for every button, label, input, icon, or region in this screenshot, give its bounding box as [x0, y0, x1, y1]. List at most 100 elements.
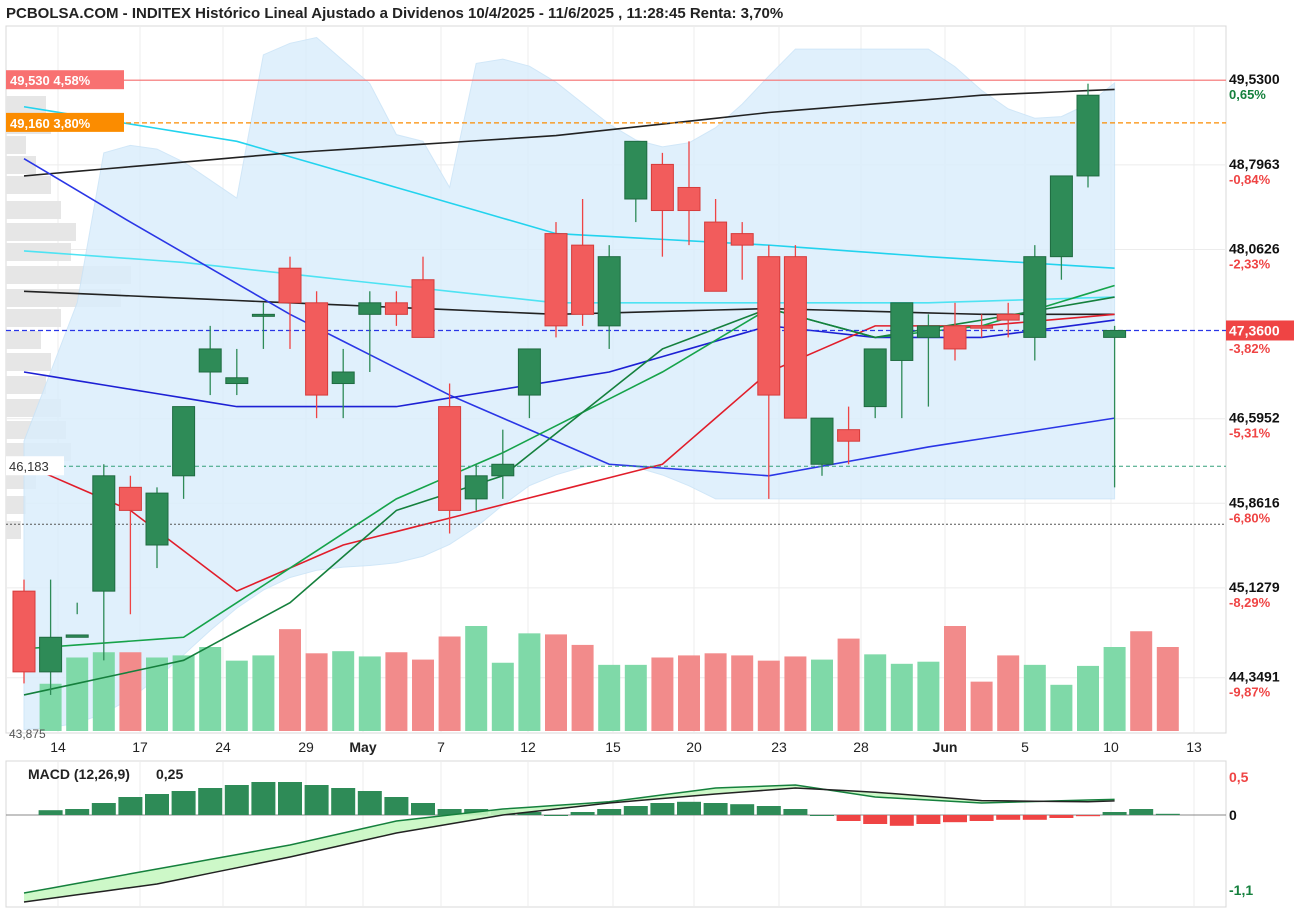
candle-body — [517, 348, 541, 396]
current-price-tag — [1226, 320, 1294, 341]
volume-bar — [757, 660, 780, 731]
candle-body — [39, 636, 63, 673]
volume-bar — [704, 653, 727, 731]
bollinger-band — [23, 36, 1116, 731]
x-axis-label: Jun — [933, 739, 958, 755]
candle-body — [1049, 175, 1073, 258]
volume-bar — [598, 664, 621, 731]
volume-bar — [465, 626, 488, 731]
volume-bar — [66, 657, 89, 731]
candle-body — [970, 325, 994, 329]
macd-histogram-bar — [437, 809, 462, 815]
volume-bar — [571, 644, 594, 731]
volume-bar — [252, 655, 275, 731]
volume-bar — [1156, 647, 1179, 731]
open-tag — [6, 112, 124, 132]
macd-histogram-bar — [304, 785, 329, 815]
candle-body — [278, 267, 302, 304]
current-price-text: 47,3600 — [1229, 322, 1280, 338]
macd-histogram-bar — [171, 791, 196, 815]
macd-axis-label: -1,1 — [1229, 882, 1253, 898]
volume-bar — [784, 656, 807, 731]
candle-body — [305, 302, 329, 396]
macd-histogram-bar — [198, 788, 223, 815]
price-level-label: 45,1279 — [1229, 579, 1280, 595]
candle-body — [890, 302, 914, 361]
macd-histogram-bar — [384, 797, 409, 815]
volume-bar — [678, 655, 700, 731]
price-level-label: 44,3491 — [1229, 669, 1280, 685]
macd-histogram-bar — [943, 815, 967, 823]
price-level-label: 46,5952 — [1229, 410, 1280, 426]
x-axis-label: 17 — [132, 739, 148, 755]
candle-body — [624, 140, 648, 200]
volume-bar — [890, 663, 913, 731]
price-level-pct: -5,31% — [1229, 426, 1271, 441]
price-level-pct: 0,65% — [1229, 87, 1266, 102]
volume-bar — [92, 652, 115, 731]
candle-body — [464, 475, 488, 500]
price-level-label: 45,8616 — [1229, 494, 1280, 510]
macd-histogram-bar — [570, 812, 595, 815]
candle-body — [358, 302, 382, 315]
volume-profile-bar — [6, 176, 51, 194]
low-tag-text: 46,183 — [9, 459, 49, 474]
macd-histogram-bar — [278, 782, 302, 815]
volume-bar — [944, 626, 966, 731]
macd-histogram-bar — [889, 815, 914, 826]
macd-histogram-bar — [357, 791, 382, 815]
volume-profile-bar — [6, 331, 41, 349]
volume-bar — [1103, 647, 1126, 731]
volume-bar — [811, 659, 833, 731]
x-axis-label: 20 — [686, 739, 702, 755]
candle-body — [863, 348, 887, 408]
volume-profile-bar — [6, 136, 26, 154]
macd-histogram-bar — [1022, 815, 1047, 820]
macd-histogram-bar — [1129, 809, 1154, 815]
macd-histogram-bar — [650, 803, 675, 815]
volume-bar — [199, 647, 222, 731]
macd-histogram-bar — [38, 810, 63, 815]
macd-histogram-bar — [145, 794, 169, 815]
volume-bar — [731, 655, 754, 731]
macd-line — [23, 784, 1115, 894]
low-tag — [6, 456, 64, 476]
volume-profile-bar — [6, 223, 76, 241]
macd-axis-label: 0 — [1229, 807, 1237, 823]
open-tag-text: 49,160 3,80% — [10, 116, 91, 131]
candle-body — [783, 256, 807, 419]
volume-bar — [119, 652, 142, 731]
candle-body — [757, 256, 781, 396]
macd-histogram-bar — [730, 804, 755, 815]
macd-value: 0,25 — [156, 766, 183, 782]
macd-histogram-bar — [863, 815, 888, 824]
macd-histogram-bar — [1049, 815, 1074, 818]
candle-body — [1103, 329, 1127, 338]
x-axis-label: 14 — [50, 739, 66, 755]
candle-body — [837, 429, 861, 442]
x-axis-label: 10 — [1103, 739, 1119, 755]
price-level-label: 49,5300 — [1229, 71, 1280, 87]
x-axis-label: 7 — [437, 739, 445, 755]
candle-body — [943, 325, 967, 350]
macd-histogram-bar — [969, 815, 994, 821]
candle-body — [384, 302, 408, 315]
x-axis-label: May — [349, 739, 376, 755]
candle-body — [145, 492, 169, 546]
macd-histogram-bar — [91, 803, 116, 815]
candle-body — [438, 406, 462, 511]
macd-axis-label: 0,5 — [1229, 769, 1249, 785]
high-tag-text: 49,530 4,58% — [10, 73, 91, 88]
macd-histogram-bar — [916, 815, 941, 824]
chart-title: PCBOLSA.COM - INDITEX Histórico Lineal A… — [6, 5, 784, 22]
volume-bar — [358, 656, 381, 731]
macd-histogram-bar — [756, 806, 781, 815]
macd-histogram-bar — [517, 812, 542, 815]
macd-histogram-bar — [996, 815, 1021, 820]
volume-bar — [837, 638, 860, 731]
x-axis-label: 15 — [605, 739, 621, 755]
volume-bar — [917, 661, 940, 731]
volume-profile-bar — [6, 353, 51, 371]
macd-histogram-bar — [118, 797, 143, 815]
